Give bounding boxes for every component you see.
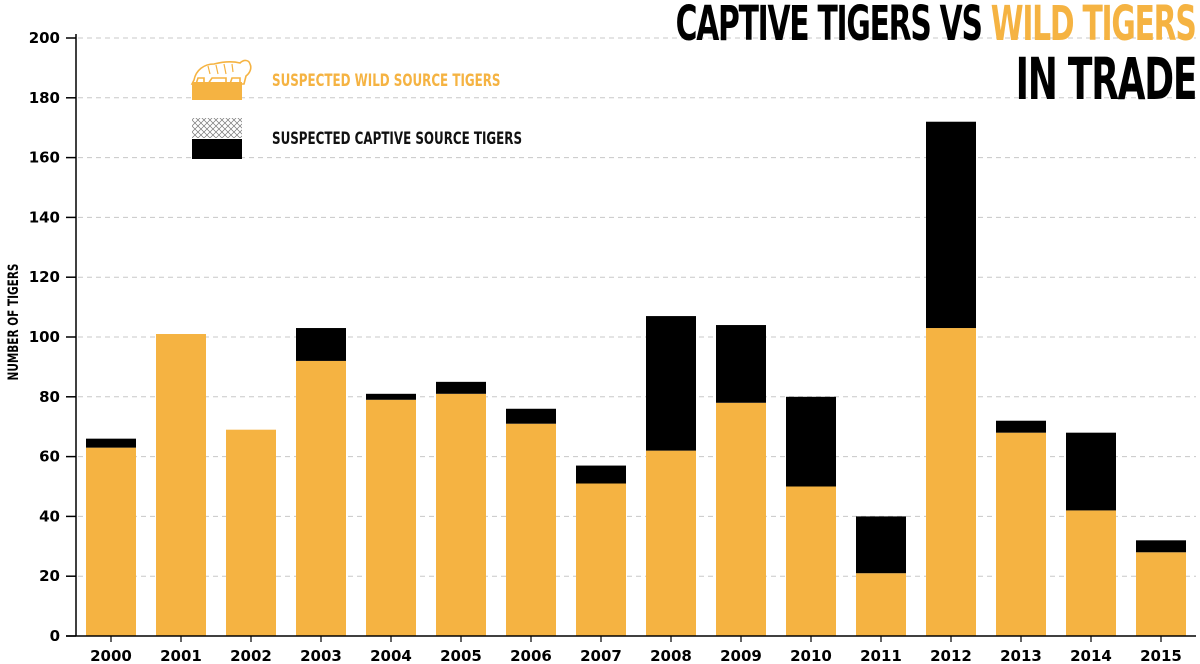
y-tick-label: 100 [29,328,60,346]
bar-captive-2007 [576,465,626,484]
bar-captive-2012 [926,121,976,329]
bar-captive-2015 [1136,540,1186,553]
x-tick-label-2005: 2005 [440,647,482,664]
legend-captive-swatch [192,139,242,159]
x-tick-label-2001: 2001 [160,647,202,664]
bars [86,121,1186,636]
x-tick-label-2011: 2011 [860,647,902,664]
title-captive-part: CAPTIVE TIGERS VS [676,0,992,52]
bar-wild-2006 [506,423,556,636]
y-tick-label: 160 [29,149,60,167]
chart-title-line-2: IN TRADE [1015,45,1197,113]
y-tick-label: 40 [39,507,60,525]
bar-wild-2002 [226,429,276,636]
bar-captive-2003 [296,328,346,361]
x-tick-label-2015: 2015 [1140,647,1182,664]
y-axis-title: NUMBER OF TIGERS [6,263,22,381]
legend-captive-label: SUSPECTED CAPTIVE SOURCE TIGERS [272,129,523,149]
legend-wild-label: SUSPECTED WILD SOURCE TIGERS [272,71,501,91]
y-tick-label: 180 [29,89,60,107]
y-tick-label: 140 [29,208,60,226]
cage-mesh-icon [192,118,242,138]
x-tick-label-2008: 2008 [650,647,692,664]
grid-lines [66,37,1196,637]
x-tick-label-2004: 2004 [370,647,412,664]
bar-captive-2009 [716,325,766,403]
bar-wild-2013 [996,432,1046,636]
title-wild-part: WILD TIGERS [991,0,1197,52]
x-tick-label-2007: 2007 [580,647,622,664]
bar-wild-2007 [576,483,626,636]
bar-captive-2000 [86,438,136,448]
bar-captive-2014 [1066,432,1116,511]
chart-title-line-1: CAPTIVE TIGERS VS WILD TIGERS [676,0,1197,48]
tiger-icon [190,59,252,85]
bar-captive-2004 [366,393,416,400]
x-tick-label-2013: 2013 [1000,647,1042,664]
bar-wild-2001 [156,334,206,636]
x-tick-label-2014: 2014 [1070,647,1112,664]
bar-wild-2015 [1136,552,1186,636]
x-tick-label-2012: 2012 [930,647,972,664]
bar-captive-2006 [506,408,556,424]
y-tick-label: 200 [29,29,60,47]
x-tick-labels: 2000 2001 2002 2003 2004 2005 2006 2007 2008 2009… [90,647,1182,664]
bar-wild-2011 [856,573,906,636]
bar-wild-2009 [716,402,766,636]
bar-wild-2000 [86,447,136,636]
y-tick-labels: 0 20 40 60 80 100 120 140 160 180 200 [29,29,60,645]
bar-captive-2010 [786,396,836,487]
bar-wild-2012 [926,328,976,636]
x-tick-label-2006: 2006 [510,647,552,664]
axes [66,34,1196,642]
legend [190,59,252,159]
y-tick-label: 80 [39,388,60,406]
bar-captive-2005 [436,381,486,394]
legend-wild-swatch [192,82,242,100]
bar-wild-2008 [646,450,696,636]
bar-captive-2011 [856,516,906,574]
x-tick-label-2010: 2010 [790,647,832,664]
y-tick-label: 20 [39,567,60,585]
bar-wild-2005 [436,393,486,636]
bar-captive-2013 [996,420,1046,433]
y-tick-label: 120 [29,268,60,286]
bar-wild-2003 [296,360,346,636]
bar-wild-2014 [1066,510,1116,636]
x-tick-label-2003: 2003 [300,647,342,664]
y-tick-label: 0 [50,627,60,645]
x-tick-label-2000: 2000 [90,647,132,664]
y-tick-label: 60 [39,448,60,466]
bar-wild-2010 [786,486,836,636]
x-tick-label-2002: 2002 [230,647,272,664]
bar-wild-2004 [366,399,416,636]
x-tick-label-2009: 2009 [720,647,762,664]
bar-captive-2008 [646,316,696,451]
